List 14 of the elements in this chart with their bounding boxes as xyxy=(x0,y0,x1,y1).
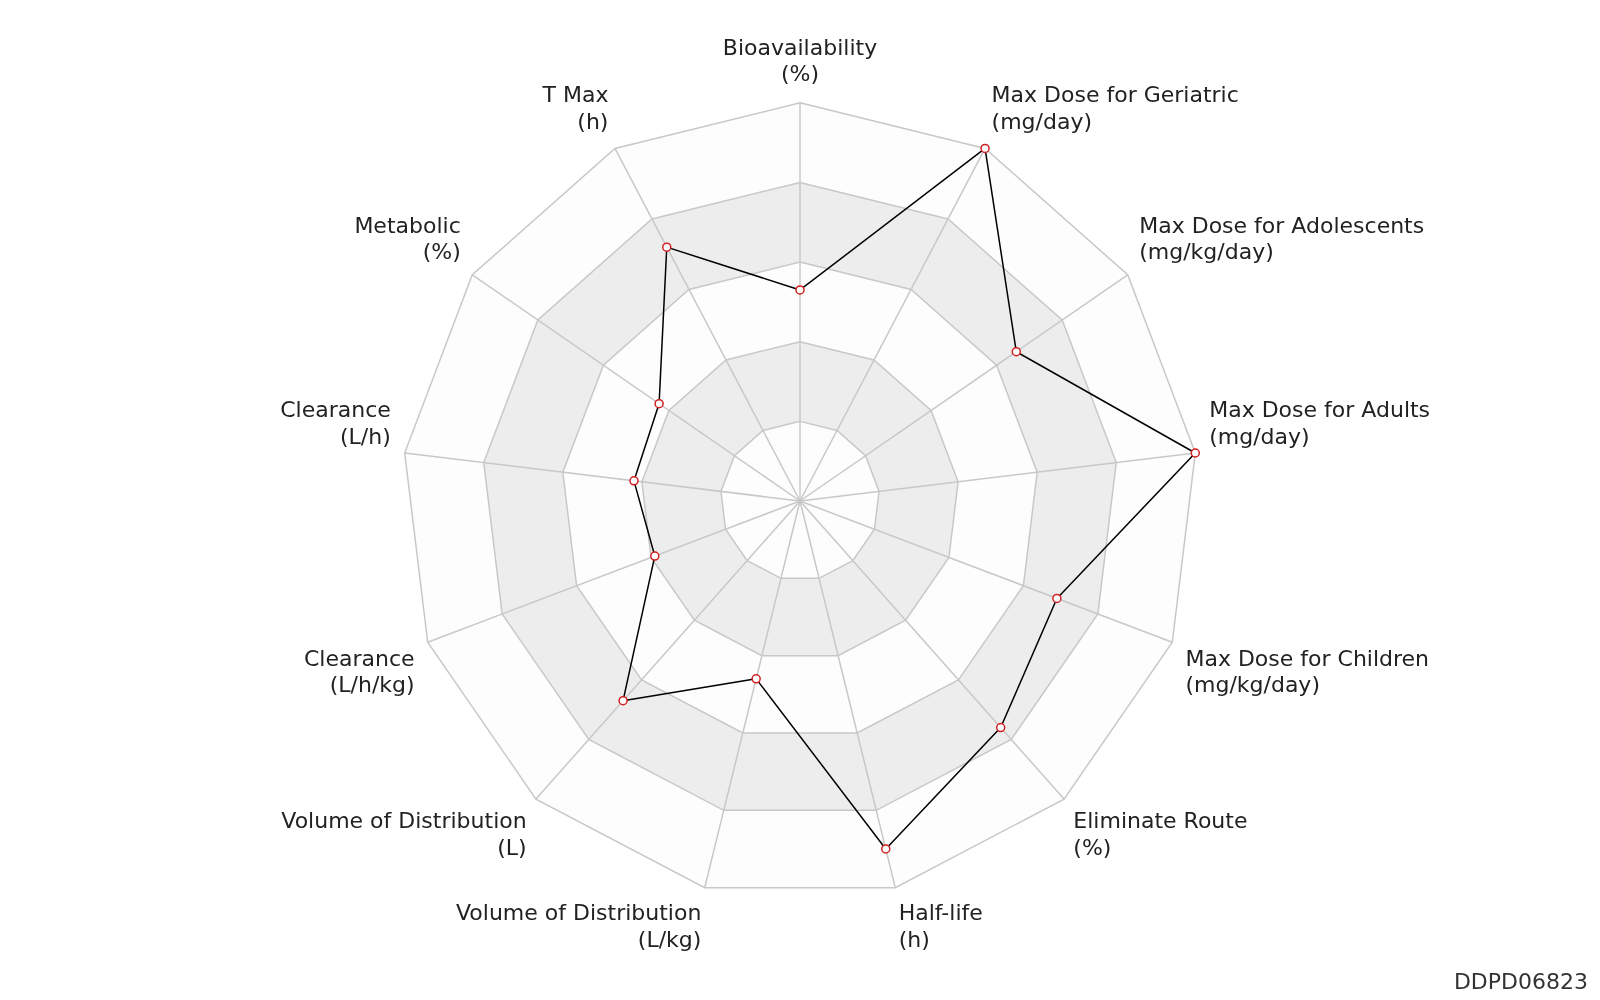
spoke-label: Clearance (L/h/kg) xyxy=(303,646,415,698)
spoke-label: Max Dose for Geriatric (mg/day) xyxy=(991,82,1239,134)
spoke-label: Max Dose for Children (mg/kg/day) xyxy=(1185,646,1430,698)
spoke-label: T Max (h) xyxy=(541,82,609,134)
spoke-label: Half-life (h) xyxy=(898,900,983,952)
spoke-label: Volume of Distribution (L) xyxy=(281,808,527,860)
spoke-label: Bioavailability (%) xyxy=(722,34,878,87)
spoke-label: Volume of Distribution (L/kg) xyxy=(455,900,702,952)
text: DDPD06823 xyxy=(1453,969,1588,994)
spoke-label: Metabolic (%) xyxy=(354,212,461,265)
spoke-label: Eliminate Route (%) xyxy=(1073,808,1248,860)
spoke-label: Max Dose for Adults (mg/day) xyxy=(1209,397,1431,449)
spoke-label: Clearance (L/h) xyxy=(280,397,391,449)
spoke-label: Max Dose for Adolescents (mg/kg/day) xyxy=(1139,212,1425,265)
